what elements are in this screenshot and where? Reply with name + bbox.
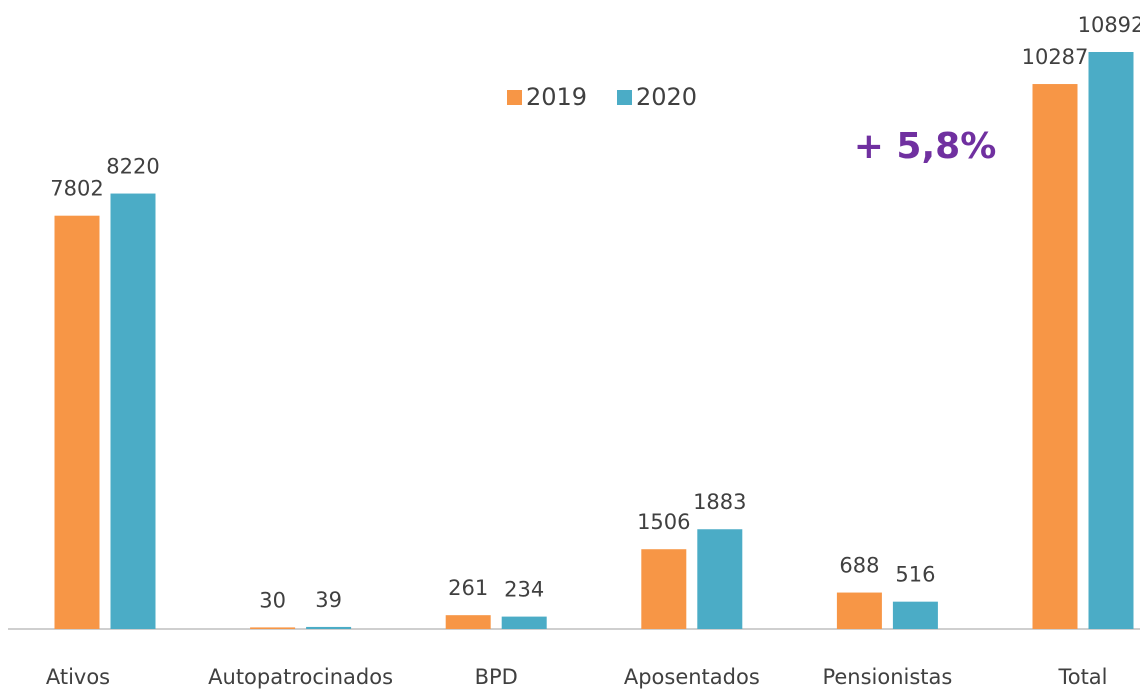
bar <box>306 626 352 629</box>
bar <box>892 601 938 629</box>
value-label: 688 <box>839 554 879 578</box>
value-label: 516 <box>895 563 935 587</box>
bar <box>641 549 687 629</box>
legend-swatch <box>507 90 522 105</box>
bar <box>697 529 743 629</box>
value-label: 10892 <box>1078 13 1140 37</box>
legend-label: 2020 <box>636 83 697 111</box>
value-label: 261 <box>448 576 488 600</box>
value-label: 30 <box>259 588 286 612</box>
x-tick-label: Autopatrocinados <box>208 665 393 689</box>
bar <box>110 193 156 630</box>
bar <box>1032 84 1078 629</box>
value-label: 8220 <box>106 155 159 179</box>
value-label: 1883 <box>693 490 746 514</box>
x-tick-label: Ativos <box>46 665 110 689</box>
bar <box>836 592 882 629</box>
x-tick-label: Aposentados <box>624 665 760 689</box>
bar <box>1088 52 1134 629</box>
bar <box>54 215 100 629</box>
value-label: 10287 <box>1022 45 1089 69</box>
x-tick-label: Pensionistas <box>822 665 952 689</box>
annotation: + 5,8% <box>854 126 997 167</box>
x-tick-label: BPD <box>475 665 518 689</box>
value-label: 1506 <box>637 510 690 534</box>
legend-label: 2019 <box>526 83 587 111</box>
value-label: 39 <box>315 588 342 612</box>
bar <box>501 616 547 629</box>
bar <box>250 627 296 629</box>
bar <box>445 615 491 629</box>
x-tick-label: Total <box>1057 665 1107 689</box>
value-label: 7802 <box>50 177 103 201</box>
legend-swatch <box>617 90 632 105</box>
value-label: 234 <box>504 578 544 602</box>
